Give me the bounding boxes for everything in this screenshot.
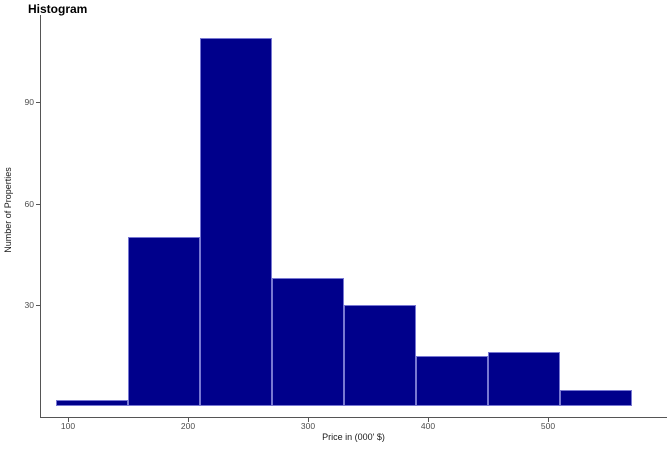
histogram-bar-3 [200, 37, 272, 407]
x-axis-line [40, 417, 667, 418]
y-tick-label: 60 [24, 198, 34, 209]
x-tick-mark [548, 418, 549, 422]
y-tick-mark [36, 305, 40, 306]
y-tick-mark [36, 102, 40, 103]
x-tick-label: 100 [60, 421, 76, 431]
x-tick-label: 400 [420, 421, 436, 431]
x-tick-label: 300 [300, 421, 316, 431]
chart-title: Histogram [28, 2, 88, 16]
histogram-bar-5 [344, 305, 416, 407]
y-tick-label: 30 [24, 300, 34, 310]
histogram-bar-7 [488, 352, 560, 407]
histogram-bar-8 [560, 389, 632, 407]
histogram-bar-6 [416, 355, 488, 407]
x-tick-mark [68, 418, 69, 422]
y-axis-title: Number of Properties [3, 167, 13, 253]
histogram-bar-1 [56, 399, 128, 407]
x-tick-mark [188, 418, 189, 422]
y-tick-mark [36, 203, 40, 205]
x-tick-mark [428, 418, 429, 422]
y-tick-label: 90 [24, 97, 34, 107]
histogram-bar-2 [128, 237, 200, 407]
y-axis-line [40, 15, 41, 417]
x-tick-mark [308, 418, 309, 422]
x-axis-title: Price in (000' $) [322, 432, 385, 442]
x-tick-label: 500 [540, 421, 556, 431]
histogram-bar-4 [272, 277, 344, 407]
x-tick-label: 200 [180, 421, 196, 431]
